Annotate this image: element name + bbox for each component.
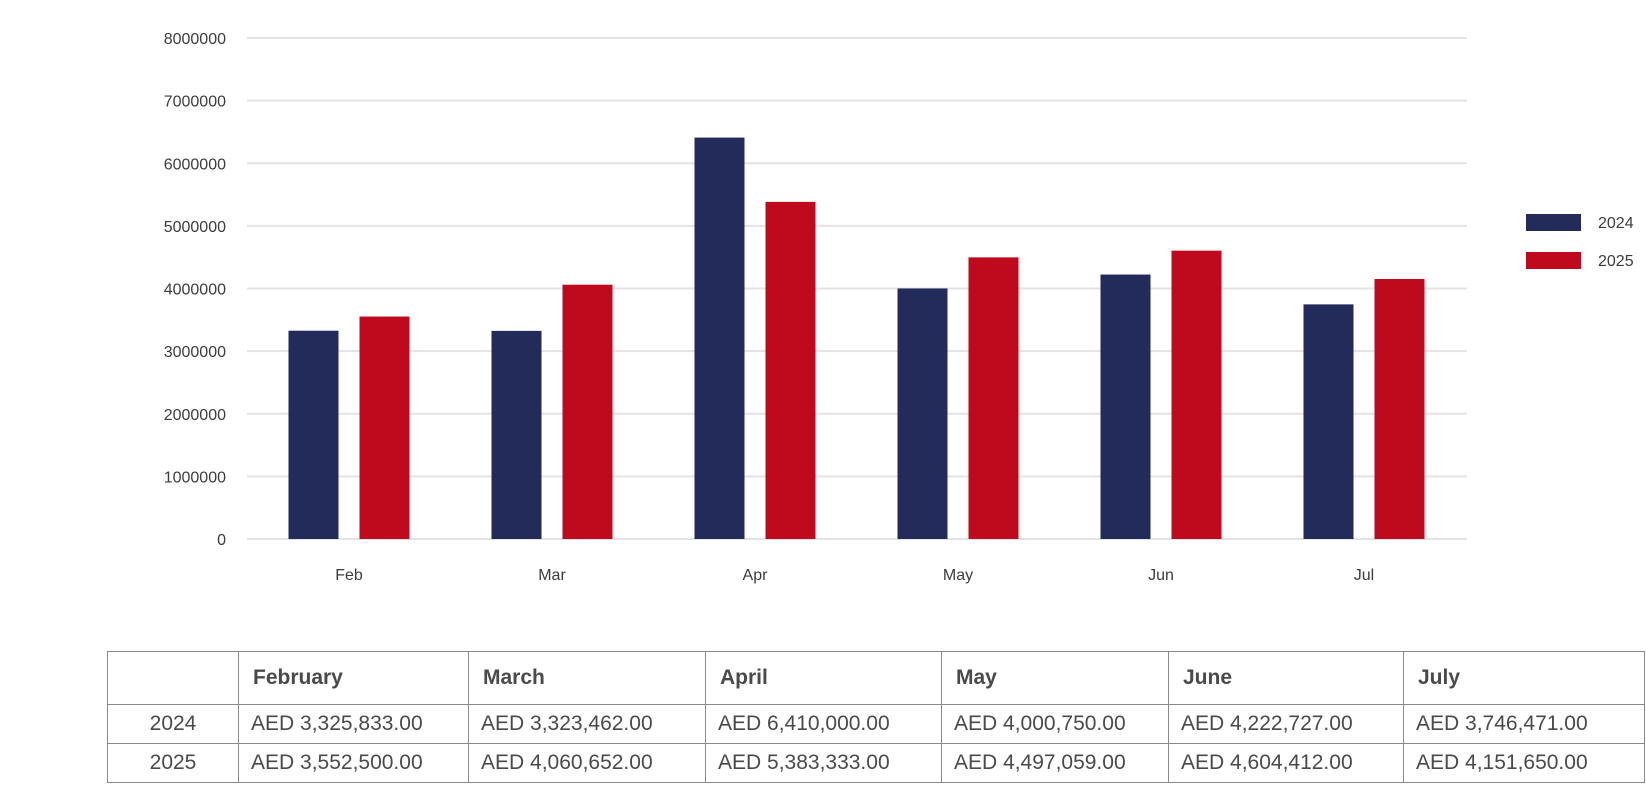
legend-label-2024: 2024 bbox=[1598, 215, 1634, 232]
bar-2025-mar bbox=[562, 284, 613, 539]
table-cell: AED 6,410,000.00 bbox=[705, 704, 942, 744]
bar-2025-jun bbox=[1171, 250, 1222, 540]
bar-2024-may bbox=[897, 288, 948, 539]
y-tick-label: 4000000 bbox=[164, 282, 226, 299]
header-cell-empty bbox=[107, 651, 239, 705]
bar-2025-may bbox=[968, 257, 1019, 539]
row-label: 2025 bbox=[107, 743, 239, 783]
x-tick-label: Feb bbox=[335, 567, 363, 584]
bar-2025-feb bbox=[359, 316, 410, 539]
x-tick-label: Jul bbox=[1354, 567, 1374, 584]
legend: 2024 2025 bbox=[1526, 214, 1634, 270]
bar-chart: 0 1000000 2000000 3000000 4000000 5000000 6000… bbox=[164, 31, 1634, 584]
bar-2024-feb bbox=[288, 330, 339, 539]
row-label: 2024 bbox=[107, 704, 239, 744]
table-cell: AED 3,746,471.00 bbox=[1403, 704, 1645, 744]
table-row: 2025 AED 3,552,500.00 AED 4,060,652.00 A… bbox=[107, 743, 1645, 783]
bar-2024-jul bbox=[1303, 304, 1354, 539]
x-tick-label: Mar bbox=[538, 567, 566, 584]
x-tick-label: Jun bbox=[1148, 567, 1174, 584]
table-cell: AED 4,604,412.00 bbox=[1168, 743, 1404, 783]
legend-swatch-2024 bbox=[1526, 214, 1581, 231]
header-cell-may: May bbox=[941, 651, 1169, 705]
table-cell: AED 4,497,059.00 bbox=[941, 743, 1169, 783]
y-tick-label: 8000000 bbox=[164, 31, 226, 48]
y-axis-ticks: 0 1000000 2000000 3000000 4000000 5000000 6000… bbox=[164, 31, 226, 549]
table-row: 2024 AED 3,325,833.00 AED 3,323,462.00 A… bbox=[107, 704, 1645, 744]
y-tick-label: 1000000 bbox=[164, 469, 226, 486]
header-cell-june: June bbox=[1168, 651, 1404, 705]
bar-2024-apr bbox=[694, 137, 745, 540]
y-tick-label: 2000000 bbox=[164, 407, 226, 424]
legend-label-2025: 2025 bbox=[1598, 253, 1634, 270]
header-cell-july: July bbox=[1403, 651, 1645, 705]
bar-2024-mar bbox=[491, 330, 542, 539]
header-cell-april: April bbox=[705, 651, 942, 705]
legend-swatch-2025 bbox=[1526, 252, 1581, 269]
header-cell-march: March bbox=[468, 651, 706, 705]
x-tick-label: Apr bbox=[743, 567, 769, 584]
bars bbox=[288, 137, 1425, 540]
x-tick-label: May bbox=[943, 567, 973, 584]
y-tick-label: 7000000 bbox=[164, 94, 226, 111]
bar-2025-apr bbox=[765, 201, 816, 539]
y-tick-label: 3000000 bbox=[164, 344, 226, 361]
table-cell: AED 4,151,650.00 bbox=[1403, 743, 1645, 783]
table-cell: AED 5,383,333.00 bbox=[705, 743, 942, 783]
table-header-row: February March April May June July bbox=[107, 651, 1645, 705]
table-cell: AED 3,325,833.00 bbox=[238, 704, 469, 744]
table-cell: AED 4,060,652.00 bbox=[468, 743, 706, 783]
y-tick-label: 5000000 bbox=[164, 219, 226, 236]
table-cell: AED 4,222,727.00 bbox=[1168, 704, 1404, 744]
bar-2025-jul bbox=[1374, 279, 1425, 539]
table-cell: AED 3,323,462.00 bbox=[468, 704, 706, 744]
gridlines bbox=[247, 37, 1467, 540]
table-cell: AED 3,552,500.00 bbox=[238, 743, 469, 783]
y-tick-label: 0 bbox=[217, 532, 226, 549]
y-tick-label: 6000000 bbox=[164, 156, 226, 173]
header-cell-february: February bbox=[238, 651, 469, 705]
table-cell: AED 4,000,750.00 bbox=[941, 704, 1169, 744]
data-table: February March April May June July 2024 … bbox=[107, 651, 1645, 783]
bar-2024-jun bbox=[1100, 274, 1151, 539]
x-axis-ticks: Feb Mar Apr May Jun Jul bbox=[335, 567, 1374, 584]
